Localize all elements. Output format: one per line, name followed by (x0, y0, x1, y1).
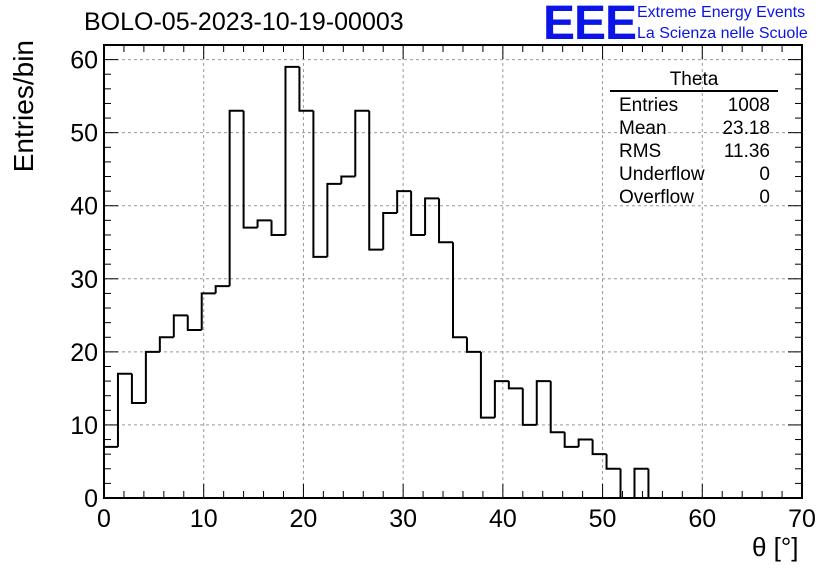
histogram-bin-28 (493, 380, 509, 418)
x-tick-label: 30 (389, 505, 417, 533)
stats-title: Theta (669, 69, 719, 90)
histogram-bin-13 (284, 65, 300, 235)
y-axis-label: Entries/bin (8, 40, 39, 173)
stats-label: RMS (619, 141, 662, 162)
histogram-bin-7 (200, 292, 216, 330)
stats-row-entries: Entries 1008 (610, 94, 778, 117)
histogram-bin-27 (479, 351, 495, 419)
histogram-bin-1 (116, 372, 132, 447)
y-tick-label: 10 (70, 412, 98, 440)
y-tick-label: 60 (70, 47, 98, 75)
stats-value: 0 (759, 164, 770, 185)
stats-value: 23.18 (722, 118, 770, 139)
stats-row-overflow: Overflow 0 (610, 186, 778, 209)
histogram-bin-38 (633, 467, 649, 498)
x-tick-label: 70 (788, 505, 816, 533)
x-tick-label: 20 (290, 505, 318, 533)
y-axis-label-wrap: Entries/bin (8, 40, 42, 180)
histogram-bin-5 (172, 314, 188, 338)
histogram-bin-20 (382, 212, 398, 250)
histogram-bin-22 (410, 191, 426, 236)
histogram-bin-26 (465, 337, 481, 353)
histogram-bin-15 (312, 110, 328, 258)
histogram-bin-24 (438, 198, 453, 244)
histogram-bin-29 (507, 381, 523, 390)
histogram-bin-21 (396, 190, 412, 214)
logo-text-line1: Extreme Energy Events (637, 4, 806, 21)
histogram-bin-12 (270, 220, 286, 236)
x-axis-label: θ [°] (752, 532, 799, 562)
histogram-bin-2 (130, 373, 146, 405)
histogram-bin-14 (298, 66, 314, 112)
stats-box: Theta Entries 1008 Mean 23.18 RMS 11.36 … (610, 70, 778, 209)
x-tick-label: 50 (589, 505, 617, 533)
histogram-bin-33 (563, 432, 579, 448)
stats-label: Overflow (619, 187, 694, 208)
histogram-bin-18 (354, 109, 370, 177)
histogram-bin-10 (242, 110, 258, 229)
histogram-bin-19 (368, 110, 384, 251)
stats-label: Mean (619, 118, 667, 139)
histogram-bin-31 (535, 380, 551, 425)
y-tick-label: 0 (84, 485, 98, 513)
histogram-bin-16 (326, 182, 342, 257)
histogram-bin-25 (452, 242, 467, 339)
histogram-bin-3 (144, 350, 160, 404)
histogram-bin-34 (577, 438, 593, 447)
histogram-bin-35 (591, 439, 607, 456)
chart-title: BOLO-05-2023-10-19-00003 (84, 8, 404, 36)
stats-value: 1008 (727, 95, 770, 116)
histogram-bin-6 (186, 315, 202, 331)
histogram-bin-36 (605, 454, 621, 470)
histogram-bin-30 (521, 388, 537, 426)
histogram-bin-11 (256, 219, 272, 228)
histogram-bin-8 (214, 285, 230, 294)
x-tick-label: 0 (97, 505, 111, 533)
stats-label: Underflow (619, 164, 705, 185)
histogram-bin-4 (158, 336, 174, 352)
y-tick-label: 40 (70, 193, 98, 221)
x-tick-label: 60 (688, 505, 716, 533)
y-tick-label: 30 (70, 266, 98, 294)
stats-row-rms: RMS 11.36 (610, 140, 778, 163)
y-tick-label: 50 (70, 120, 98, 148)
y-tick-label: 20 (70, 339, 98, 367)
histogram-bin-23 (424, 197, 440, 235)
logo-text-line2: La Scienza nelle Scuole (637, 25, 808, 42)
histogram-bin-9 (228, 109, 244, 287)
x-tick-label: 10 (190, 505, 218, 533)
histogram-bin-32 (549, 381, 565, 434)
stats-label: Entries (619, 95, 679, 116)
stats-row-mean: Mean 23.18 (610, 117, 778, 140)
plot-frame (103, 44, 803, 499)
stats-value: 0 (759, 187, 770, 208)
stats-value: 11.36 (723, 141, 770, 162)
histogram-bin-17 (340, 175, 356, 184)
eee-logo: EEE (543, 0, 637, 50)
stats-divider (610, 90, 778, 92)
x-tick-label: 40 (489, 505, 517, 533)
stats-row-underflow: Underflow 0 (610, 163, 778, 186)
